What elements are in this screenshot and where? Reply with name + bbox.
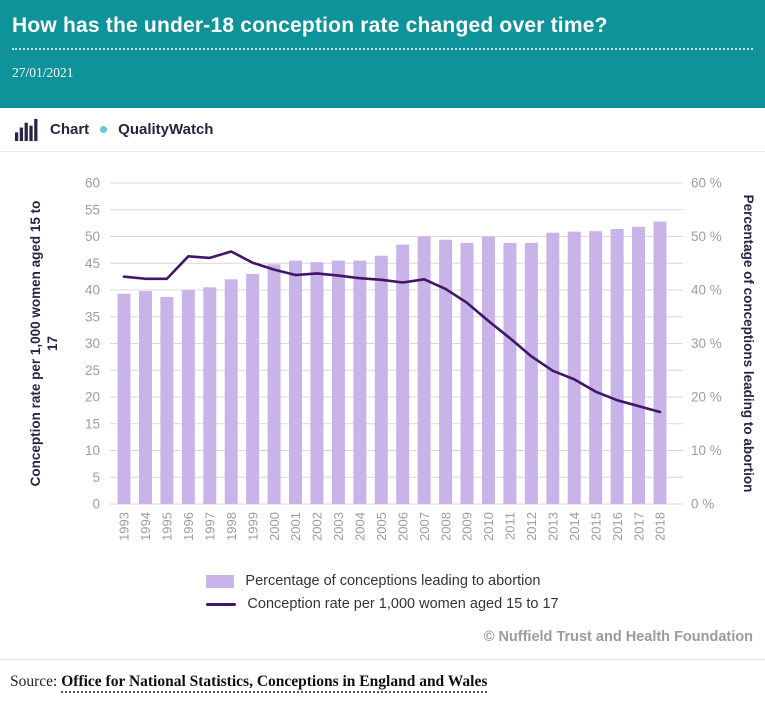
right-axis-tick: 50 % [691,229,722,244]
x-axis-label: 1996 [181,512,196,541]
source-label: Source: [10,673,58,690]
x-axis-label: 2007 [417,512,432,541]
content-type-label: Chart [50,121,90,138]
x-axis-label: 2018 [653,512,668,541]
left-axis-tick: 55 [85,202,100,217]
x-axis-label: 2014 [567,512,582,541]
x-axis-label: 2010 [481,512,496,541]
left-axis-tick: 25 [85,363,100,378]
bar-2002 [310,262,324,504]
legend-label: Conception rate per 1,000 women aged 15 … [247,596,559,612]
bar-1999 [246,273,260,504]
right-axis-tick: 40 % [691,283,722,298]
bar-2006 [396,244,410,504]
copyright-notice: © Nuffield Trust and Health Foundation [483,629,753,645]
right-axis-tick: 0 % [691,497,714,512]
bar-2018 [653,221,667,504]
page-title: How has the under-18 conception rate cha… [12,14,753,50]
legend-item-conception-rate: Conception rate per 1,000 women aged 15 … [206,596,559,612]
bar-2009 [460,242,474,505]
bar-2012 [524,242,538,505]
brand-bar: Chart QualityWatch [0,108,765,152]
x-axis-label: 1998 [224,512,239,541]
right-axis-title: Percentage of conceptions leading to abo… [741,195,756,493]
x-axis-label: 1999 [245,512,260,541]
left-axis-tick: 50 [85,229,100,244]
x-axis-label: 2000 [267,512,282,541]
x-axis-label: 2011 [503,512,518,540]
bar-2016 [610,229,624,504]
left-axis-tick: 35 [85,309,100,324]
bar-2007 [417,236,431,504]
x-axis-label: 1997 [202,512,217,541]
bar-1997 [203,287,217,504]
legend-bar-swatch [206,574,235,588]
right-axis-tick: 30 % [691,336,722,351]
bar-2005 [374,255,388,504]
bar-1998 [224,279,238,504]
left-axis-tick: 15 [85,416,100,431]
bar-2004 [353,260,367,504]
x-axis-label: 1993 [117,512,132,541]
bar-2011 [503,242,517,505]
brand-name: QualityWatch [118,121,214,138]
x-axis-label: 2009 [460,512,475,541]
left-axis-tick: 10 [85,443,100,458]
x-axis-label: 2016 [610,512,625,541]
bar-2003 [331,260,345,504]
publish-date: 27/01/2021 [12,65,74,80]
chart-canvas: 0 5 10 15 20 25 30 35 40 45 50 55 60 0 % 10 % 20 % 30 % 4… [28,176,756,541]
left-axis-tick: 40 [85,283,100,298]
bar-1996 [181,290,195,504]
left-axis-tick: 0 [92,497,100,512]
conception-rate-line [122,250,662,414]
x-axis-label: 2017 [631,512,646,541]
bar-1994 [138,291,152,504]
x-axis-label: 2004 [353,512,368,541]
page-header: How has the under-18 conception rate cha… [0,0,765,108]
x-axis-label: 2003 [331,512,346,541]
bar-2010 [481,236,495,504]
bar-2017 [632,226,646,504]
x-axis-label: 1995 [160,512,175,541]
legend-item-abortion-pct: Percentage of conceptions leading to abo… [206,573,558,589]
x-axis-label: 2001 [288,512,303,541]
right-axis-tick: 10 % [691,443,722,458]
x-axis-label: 1994 [138,512,153,541]
bar-1993 [117,293,131,504]
bar-2014 [567,231,581,504]
x-axis-label: 2006 [395,512,410,541]
left-axis-tick: 30 [85,336,100,351]
legend-label: Percentage of conceptions leading to abo… [245,573,541,589]
bar-2008 [439,239,453,504]
right-axis-tick: 60 % [691,176,722,191]
bar-2013 [546,232,560,504]
x-axis-label: 2008 [438,512,453,541]
chart-section: 0 5 10 15 20 25 30 35 40 45 50 55 60 0 % 10 % 20 % 30 % 4… [0,152,765,645]
x-axis-label: 2013 [546,512,561,541]
left-axis-tick: 5 [92,470,100,485]
left-axis-title: Conception rate per 1,000 women aged 15 … [28,201,60,487]
bar-2000 [267,264,281,504]
source-link[interactable]: Office for National Statistics, Concepti… [61,673,488,693]
source-bar: Source: Office for National Statistics, … [0,659,765,693]
bar-2015 [589,231,603,504]
x-axis-label: 2005 [374,512,389,541]
x-axis-label: 2012 [524,512,539,541]
x-axis-label: 2002 [310,512,325,541]
legend-line-swatch [206,602,237,606]
left-axis-tick: 45 [85,256,100,271]
left-axis-tick: 60 [85,176,100,191]
bar-2001 [289,260,303,504]
chart-legend: Percentage of conceptions leading to abo… [206,573,559,612]
bar-1995 [160,296,174,504]
x-axis-label: 2015 [588,512,603,541]
left-axis-tick: 20 [85,390,100,405]
bar-chart-icon [14,118,38,142]
right-axis-tick: 20 % [691,390,722,405]
bullet-separator-icon [100,126,108,133]
